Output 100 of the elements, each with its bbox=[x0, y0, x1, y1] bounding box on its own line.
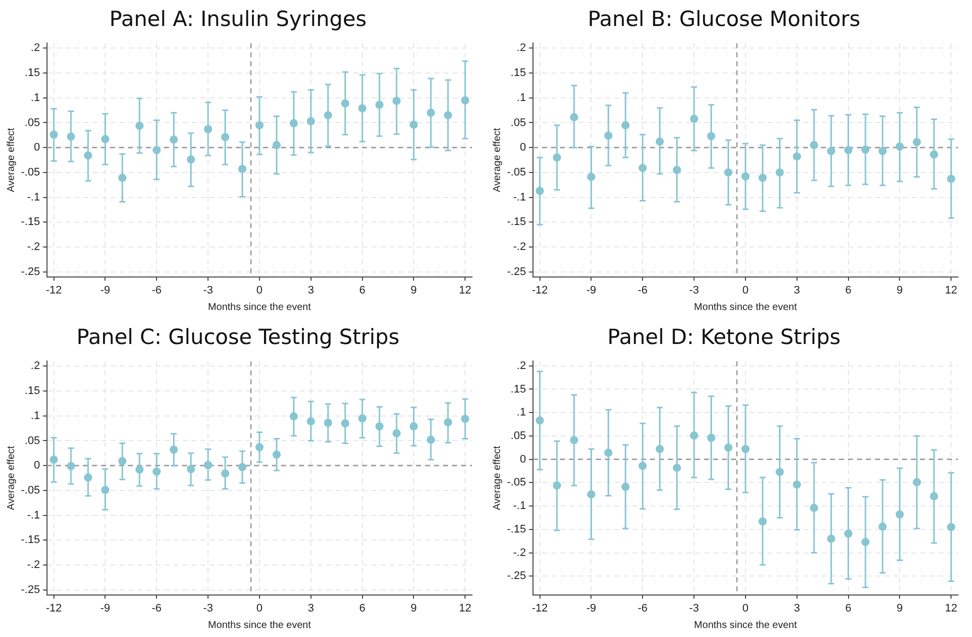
point bbox=[878, 522, 887, 531]
y-tick-label: -.05 bbox=[506, 476, 526, 489]
point bbox=[638, 164, 647, 172]
x-tick-label: -3 bbox=[689, 284, 699, 296]
point bbox=[930, 150, 938, 159]
point bbox=[255, 443, 264, 452]
point bbox=[947, 174, 956, 183]
x-axis-title: Months since the event bbox=[694, 620, 798, 631]
point bbox=[152, 146, 161, 154]
x-tick-label: 9 bbox=[410, 602, 417, 614]
y-axis-title: Average effect bbox=[492, 128, 503, 192]
point bbox=[375, 422, 384, 430]
point bbox=[50, 456, 58, 464]
x-tick-label: -6 bbox=[638, 284, 648, 296]
y-tick-label: -.25 bbox=[506, 570, 526, 582]
y-tick-label: .05 bbox=[510, 116, 526, 129]
point bbox=[84, 151, 92, 160]
y-tick-label: .05 bbox=[24, 116, 40, 129]
point bbox=[410, 422, 418, 430]
point bbox=[324, 111, 332, 120]
point bbox=[570, 436, 578, 444]
point bbox=[810, 504, 818, 512]
x-tick-label: -12 bbox=[532, 284, 548, 296]
point bbox=[656, 444, 664, 454]
x-tick-label: 12 bbox=[945, 602, 958, 614]
point bbox=[792, 152, 801, 161]
y-tick-label: .05 bbox=[510, 430, 526, 442]
y-tick-label: .1 bbox=[516, 406, 526, 419]
point bbox=[536, 186, 544, 195]
point bbox=[672, 464, 682, 472]
y-tick-label: -.2 bbox=[513, 241, 526, 254]
point bbox=[861, 538, 870, 546]
y-tick-label: .15 bbox=[24, 385, 40, 398]
point bbox=[844, 529, 852, 538]
y-tick-label: -.05 bbox=[20, 484, 40, 496]
point bbox=[570, 113, 578, 122]
y-tick-label: .15 bbox=[24, 67, 40, 80]
x-tick-label: 6 bbox=[359, 602, 366, 614]
x-tick-label: 9 bbox=[896, 602, 903, 614]
point bbox=[341, 419, 350, 428]
point bbox=[272, 450, 281, 459]
x-tick-label: 12 bbox=[945, 284, 958, 296]
y-tick-label: -.25 bbox=[506, 266, 526, 278]
point bbox=[238, 164, 246, 174]
x-tick-label: -6 bbox=[638, 602, 648, 614]
point bbox=[426, 108, 435, 117]
point bbox=[204, 125, 212, 134]
point bbox=[724, 168, 732, 177]
point bbox=[776, 168, 784, 177]
point bbox=[461, 96, 470, 104]
y-tick-label: -.2 bbox=[513, 546, 526, 559]
point bbox=[621, 482, 630, 491]
x-tick-label: 3 bbox=[794, 602, 800, 614]
point bbox=[896, 142, 904, 151]
point bbox=[690, 114, 698, 123]
point bbox=[896, 510, 904, 519]
point bbox=[290, 119, 298, 128]
x-tick-label: -9 bbox=[100, 284, 110, 296]
chart-title: Panel B: Glucose Monitors bbox=[588, 7, 860, 32]
point bbox=[375, 100, 384, 109]
point bbox=[170, 446, 178, 454]
point bbox=[255, 121, 264, 130]
y-tick-label: -.1 bbox=[513, 191, 526, 204]
y-tick-label: .15 bbox=[510, 67, 526, 80]
x-tick-label: -6 bbox=[152, 602, 162, 614]
y-axis-title: Average effect bbox=[6, 128, 17, 192]
point bbox=[444, 418, 452, 426]
point bbox=[324, 418, 332, 427]
point bbox=[392, 429, 401, 438]
point bbox=[170, 136, 178, 144]
point bbox=[621, 121, 630, 130]
point bbox=[638, 462, 647, 470]
x-tick-label: 9 bbox=[410, 284, 417, 296]
chart-title: Panel A: Insulin Syringes bbox=[109, 7, 367, 32]
point bbox=[672, 166, 682, 174]
chart-title: Panel D: Ketone Strips bbox=[607, 325, 841, 350]
point bbox=[118, 457, 126, 466]
x-tick-label: -9 bbox=[586, 284, 596, 296]
point bbox=[741, 444, 750, 454]
x-tick-label: 0 bbox=[256, 602, 263, 614]
x-axis-title: Months since the event bbox=[208, 620, 312, 631]
x-tick-label: -12 bbox=[46, 284, 62, 296]
x-tick-label: 3 bbox=[308, 284, 314, 296]
y-tick-label: -.15 bbox=[20, 216, 40, 228]
point bbox=[827, 534, 836, 543]
point bbox=[358, 104, 366, 112]
y-tick-label: .2 bbox=[30, 42, 40, 54]
x-tick-label: -3 bbox=[203, 284, 213, 296]
point bbox=[792, 480, 801, 489]
point bbox=[444, 111, 452, 120]
y-tick-label: 0 bbox=[34, 460, 40, 472]
point bbox=[101, 135, 110, 144]
point bbox=[221, 469, 230, 478]
point bbox=[101, 486, 110, 494]
y-tick-label: -.2 bbox=[27, 241, 40, 254]
point bbox=[135, 122, 144, 130]
y-tick-label: .05 bbox=[24, 434, 40, 447]
y-tick-label: -.05 bbox=[506, 166, 526, 178]
y-tick-label: .1 bbox=[30, 410, 40, 422]
point bbox=[844, 146, 852, 154]
